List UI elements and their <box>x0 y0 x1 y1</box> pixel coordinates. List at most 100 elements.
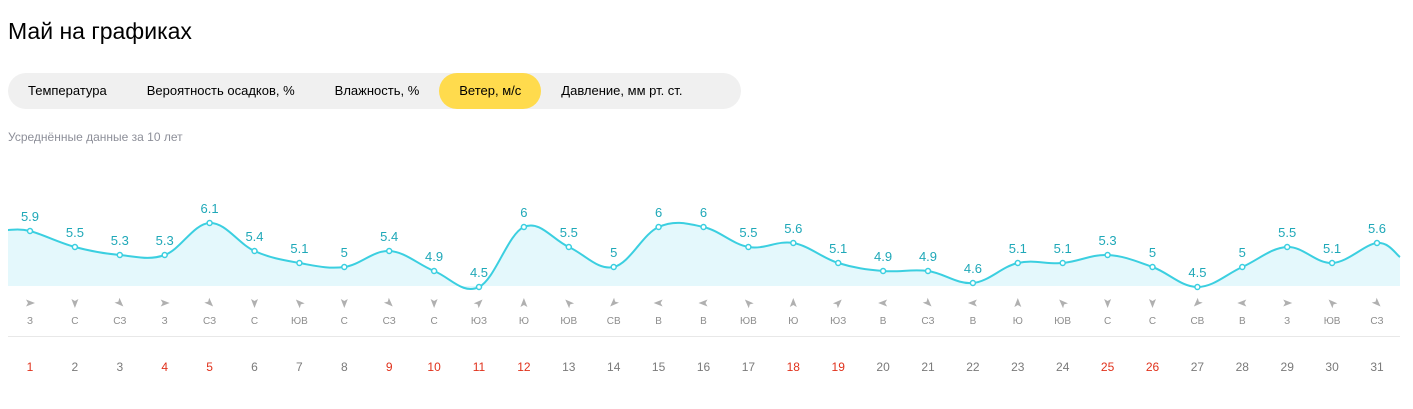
data-point <box>26 227 34 235</box>
data-point <box>206 219 213 227</box>
tab-temperature[interactable]: Температура <box>28 83 107 98</box>
data-point <box>924 267 932 275</box>
value-label: 5 <box>1239 245 1246 260</box>
data-point <box>1014 259 1022 267</box>
wind-arrow-icon <box>653 299 663 307</box>
value-label: 5.4 <box>245 229 263 244</box>
data-point <box>116 251 124 259</box>
value-label: 5.4 <box>380 229 398 244</box>
wind-arrow-icon <box>832 299 842 309</box>
direction-label: СЗ <box>921 316 934 327</box>
day-label: 30 <box>1325 360 1339 374</box>
direction-label: ЮВ <box>740 316 757 327</box>
data-point <box>161 251 168 259</box>
value-label: 5 <box>610 245 617 260</box>
direction-label: В <box>970 316 977 327</box>
direction-label: В <box>700 316 707 327</box>
direction-label: З <box>27 316 33 327</box>
direction-label: С <box>1104 316 1111 327</box>
day-label: 19 <box>832 360 846 374</box>
wind-arrow-icon <box>383 297 393 307</box>
data-point <box>879 267 887 275</box>
direction-label: ЮВ <box>1324 316 1341 327</box>
direction-label: Ю <box>1013 316 1023 327</box>
wind-arrow-icon <box>1283 299 1293 307</box>
chart-tabs: Температура Вероятность осадков, % Влажн… <box>8 73 741 109</box>
page-title: Май на графиках <box>8 18 192 44</box>
direction-label: З <box>162 316 168 327</box>
wind-arrow-icon <box>878 299 888 307</box>
day-label: 23 <box>1011 360 1025 374</box>
direction-label: СЗ <box>1370 316 1383 327</box>
value-label: 6 <box>655 205 662 220</box>
direction-label: С <box>251 316 258 327</box>
wind-arrow-icon <box>1104 299 1112 308</box>
day-label: 12 <box>517 360 531 374</box>
value-label: 5.3 <box>111 233 129 248</box>
direction-label: В <box>655 316 662 327</box>
value-label: 5.5 <box>66 225 84 240</box>
wind-arrow-icon <box>698 299 708 307</box>
value-label: 5.5 <box>1278 225 1296 240</box>
day-label: 7 <box>296 360 303 374</box>
data-point <box>385 247 393 255</box>
data-point <box>1149 263 1156 271</box>
wind-arrow-icon <box>1149 299 1156 308</box>
data-point <box>430 267 438 275</box>
wind-arrow-icon <box>922 297 932 307</box>
direction-label: С <box>71 316 78 327</box>
day-label: 16 <box>697 360 711 374</box>
data-point <box>700 223 707 231</box>
direction-label: СЗ <box>203 316 216 327</box>
wind-arrow-icon <box>473 299 483 309</box>
direction-label: С <box>430 316 437 327</box>
day-label: 13 <box>562 360 576 374</box>
wind-arrow-icon <box>1014 298 1022 307</box>
day-label: 1 <box>27 360 34 374</box>
value-label: 6 <box>520 205 527 220</box>
value-label: 5.6 <box>1368 221 1386 236</box>
value-label: 5 <box>341 245 348 260</box>
day-label: 15 <box>652 360 666 374</box>
value-label: 5.1 <box>1323 241 1341 256</box>
day-label: 24 <box>1056 360 1070 374</box>
value-label: 5.1 <box>290 241 308 256</box>
wind-chart: 5.9 5.5 5.3 5.3 6.1 5.4 5.1 5 5.4 4.9 4.5 6 5.5 5 6 6 5.… <box>7 201 1401 374</box>
day-label: 29 <box>1281 360 1295 374</box>
tab-wind[interactable]: Ветер, м/с <box>439 73 542 109</box>
tab-precipitation[interactable]: Вероятность осадков, % <box>146 83 295 98</box>
direction-label: СВ <box>1190 316 1204 327</box>
data-point <box>655 223 662 231</box>
day-label: 27 <box>1191 360 1205 374</box>
day-label: 4 <box>161 360 168 374</box>
data-point <box>1239 263 1246 271</box>
wind-arrow-icon <box>1371 297 1381 307</box>
day-label: 9 <box>386 360 393 374</box>
data-point <box>296 259 303 267</box>
direction-label: СВ <box>607 316 621 327</box>
tab-humidity[interactable]: Влажность, % <box>334 83 420 98</box>
day-label: 6 <box>251 360 258 374</box>
value-label: 5.5 <box>739 225 757 240</box>
direction-label: СЗ <box>383 316 396 327</box>
wind-arrow-icon <box>565 299 575 309</box>
day-label: 14 <box>607 360 621 374</box>
day-label: 11 <box>473 360 486 374</box>
data-point <box>834 259 842 267</box>
divider <box>8 336 1400 337</box>
direction-label: ЮВ <box>291 316 308 327</box>
wind-arrow-icon <box>1328 299 1338 309</box>
day-label: 28 <box>1236 360 1250 374</box>
value-label: 5.9 <box>21 209 39 224</box>
data-point <box>341 263 348 271</box>
direction-label: С <box>341 316 348 327</box>
direction-label: ЮЗ <box>830 316 846 327</box>
data-point <box>1194 283 1201 291</box>
day-label: 17 <box>742 360 756 374</box>
direction-label: ЮВ <box>560 316 577 327</box>
value-label: 4.5 <box>470 265 488 280</box>
wind-arrow-icon <box>340 299 348 308</box>
data-point <box>1059 259 1066 267</box>
wind-arrow-icon <box>520 298 528 307</box>
tab-pressure[interactable]: Давление, мм рт. ст. <box>561 83 683 98</box>
